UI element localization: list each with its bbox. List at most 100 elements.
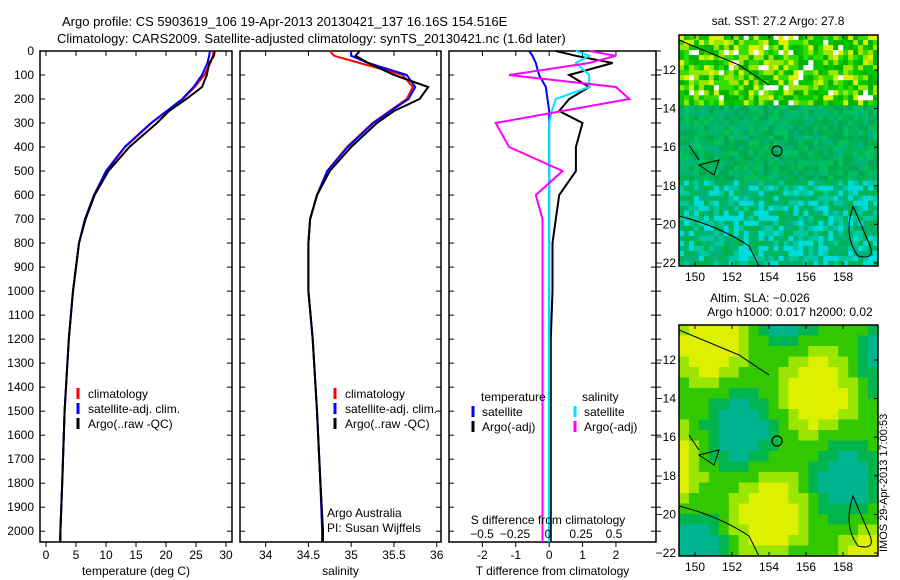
- s-tick-label: 0.5: [606, 527, 623, 541]
- y-tick-label: 1400: [7, 380, 34, 394]
- legend-label: satellite: [584, 405, 625, 419]
- lon-tick-label: 156: [796, 560, 816, 574]
- lon-tick-label: 152: [722, 560, 742, 574]
- legend-label: Argo(..raw -QC): [88, 417, 173, 431]
- argo-location-marker: [771, 435, 783, 447]
- coastline: [678, 329, 872, 557]
- lat-tick-label: −20: [656, 507, 677, 521]
- x-axis-label: salinity: [322, 564, 359, 578]
- x-tick-label: -1: [510, 548, 521, 562]
- sla-map-cells: [679, 325, 879, 557]
- lon-tick-label: 158: [833, 270, 853, 284]
- sst-map-cells: [679, 35, 879, 267]
- series-line-argo-raw-qc-: [307, 50, 430, 542]
- lat-tick-label: −14: [656, 392, 677, 406]
- series-line-argo-raw-qc-: [59, 50, 216, 542]
- y-tick-label: 700: [14, 212, 34, 226]
- y-tick-label: 1900: [7, 500, 34, 514]
- lat-tick-label: −18: [656, 469, 677, 483]
- lat-tick-label: −16: [656, 430, 677, 444]
- legend-label: Argo(..raw -QC): [345, 417, 430, 431]
- s-tick-label: −0.25: [500, 527, 531, 541]
- lat-tick-label: −22: [656, 546, 677, 560]
- lat-tick-label: −18: [656, 179, 677, 193]
- panel-frame: [39, 50, 233, 543]
- lon-tick-label: 150: [685, 270, 705, 284]
- y-tick-label: 1300: [7, 356, 34, 370]
- lat-tick-label: −20: [656, 217, 677, 231]
- lon-tick-label: 158: [833, 560, 853, 574]
- y-tick-label: 800: [14, 236, 34, 250]
- lon-tick-label: 156: [796, 270, 816, 284]
- series-line-climatology: [59, 50, 215, 543]
- legend-label: Argo(-adj): [482, 420, 535, 434]
- y-tick-label: 100: [14, 68, 34, 82]
- legend-label: satellite: [482, 405, 523, 419]
- sla-map-subtitle: Argo h1000: 0.017 h2000: 0.02: [707, 305, 873, 319]
- title-line-1: Argo profile: CS 5903619_106 19-Apr-2013…: [62, 14, 508, 29]
- y-tick-label: 0: [27, 44, 34, 58]
- y-tick-label: 300: [14, 116, 34, 130]
- argo-location-marker: [771, 145, 783, 157]
- x-tick-label: 2: [613, 548, 620, 562]
- x-tick-label: 35: [345, 548, 359, 562]
- x-tick-label: 20: [159, 548, 173, 562]
- sst-map-title: sat. SST: 27.2 Argo: 27.8: [712, 14, 845, 28]
- x-tick-label: 1: [579, 548, 586, 562]
- x-tick-label: 0: [43, 548, 50, 562]
- x-axis-label: temperature (deg C): [82, 564, 190, 578]
- lat-tick-label: −12: [656, 353, 677, 367]
- series-line-satellite-adj-clim-: [307, 51, 417, 542]
- lon-tick-label: 154: [759, 560, 779, 574]
- watermark: IMOS 29-Apr-2013 17:00:53: [878, 413, 890, 552]
- s-tick-label: 0.25: [569, 527, 593, 541]
- panel-frame: [448, 50, 657, 543]
- y-tick-label: 600: [14, 188, 34, 202]
- x-tick-label: 15: [129, 548, 143, 562]
- y-tick-label: 1100: [8, 308, 34, 322]
- x-tick-label: 0: [546, 548, 553, 562]
- x-tick-label: 36: [430, 548, 444, 562]
- lat-tick-label: −14: [656, 102, 677, 116]
- series-line-s-argo-adj-: [494, 50, 632, 542]
- legend-header: salinity: [582, 390, 619, 404]
- s-tick-label: 0: [545, 527, 552, 541]
- lat-tick-label: −16: [656, 140, 677, 154]
- title-line-2: Climatology: CARS2009. Satellite-adjuste…: [57, 31, 566, 46]
- y-tick-label: 900: [14, 260, 34, 274]
- x-axis-label: T difference from climatology: [476, 564, 630, 578]
- series-line-t-argo-adj-: [549, 50, 613, 542]
- x-tick-label: 34.5: [297, 548, 321, 562]
- map-frame: [678, 324, 879, 557]
- x-tick-label: -2: [477, 548, 488, 562]
- y-tick-label: 1800: [7, 476, 34, 490]
- legend-header: temperature: [481, 390, 546, 404]
- lon-tick-label: 154: [759, 270, 779, 284]
- annotation-line: Argo Australia: [327, 506, 402, 520]
- legend-label: satellite-adj. clim.: [88, 402, 180, 416]
- lat-tick-label: −12: [656, 63, 677, 77]
- x-tick-label: 5: [73, 548, 80, 562]
- lon-tick-label: 150: [685, 560, 705, 574]
- y-tick-label: 1000: [7, 284, 34, 298]
- legend-label: climatology: [345, 387, 405, 401]
- y-tick-label: 1500: [7, 404, 34, 418]
- series-line-satellite-adj-clim-: [59, 50, 211, 543]
- y-tick-label: 500: [14, 164, 34, 178]
- y-tick-label: 400: [14, 140, 34, 154]
- s-axis-label: S difference from climatology: [471, 513, 626, 527]
- x-tick-label: 10: [99, 548, 113, 562]
- y-tick-label: 1200: [7, 332, 34, 346]
- y-tick-label: 200: [14, 92, 34, 106]
- x-tick-label: 35.5: [382, 548, 406, 562]
- y-tick-label: 2000: [7, 524, 34, 538]
- annotation-line: PI: Susan Wijffels: [327, 521, 421, 535]
- x-tick-label: 30: [219, 548, 233, 562]
- sla-map-title: Altim. SLA: −0.026: [710, 291, 810, 305]
- x-tick-label: 25: [189, 548, 203, 562]
- series-line-t-satellite: [528, 50, 551, 542]
- x-tick-label: 34: [259, 548, 273, 562]
- legend-label: satellite-adj. clim.: [345, 402, 437, 416]
- legend-label: Argo(-adj): [584, 420, 637, 434]
